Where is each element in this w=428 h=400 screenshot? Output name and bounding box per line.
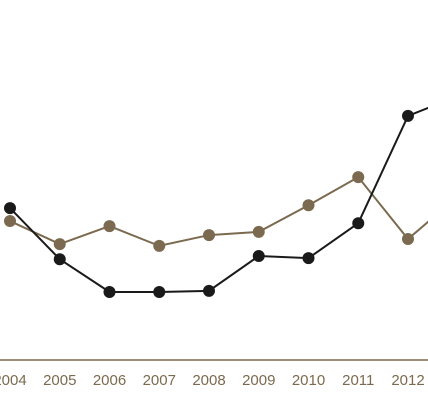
- data-point: [153, 239, 166, 252]
- x-tick-label: 2008: [192, 372, 225, 389]
- data-point: [302, 199, 315, 212]
- x-tick-label: 2005: [43, 372, 76, 389]
- series-line: [9, 175, 428, 247]
- data-point: [252, 249, 265, 262]
- series-line: [9, 106, 428, 293]
- x-tick-label: 2004: [0, 372, 27, 389]
- data-point: [402, 233, 414, 246]
- x-tick-label: 2009: [242, 372, 275, 389]
- data-point: [153, 285, 166, 298]
- data-point: [103, 285, 116, 298]
- data-point: [402, 109, 414, 122]
- data-point: [352, 171, 365, 184]
- data-point: [203, 229, 215, 242]
- x-tick-label: 2007: [143, 372, 176, 389]
- data-point: [103, 220, 116, 233]
- data-point: [352, 217, 365, 230]
- data-point: [4, 215, 16, 228]
- x-tick-label: 2006: [93, 372, 126, 389]
- x-tick-label: 2010: [292, 372, 325, 389]
- data-point: [302, 252, 315, 265]
- x-tick-label: 2012: [391, 372, 424, 389]
- data-point: [4, 202, 16, 215]
- data-point: [203, 284, 215, 297]
- x-tick-label: 2011: [342, 372, 374, 389]
- data-point: [53, 253, 66, 266]
- data-point: [252, 225, 265, 238]
- data-point: [53, 238, 66, 251]
